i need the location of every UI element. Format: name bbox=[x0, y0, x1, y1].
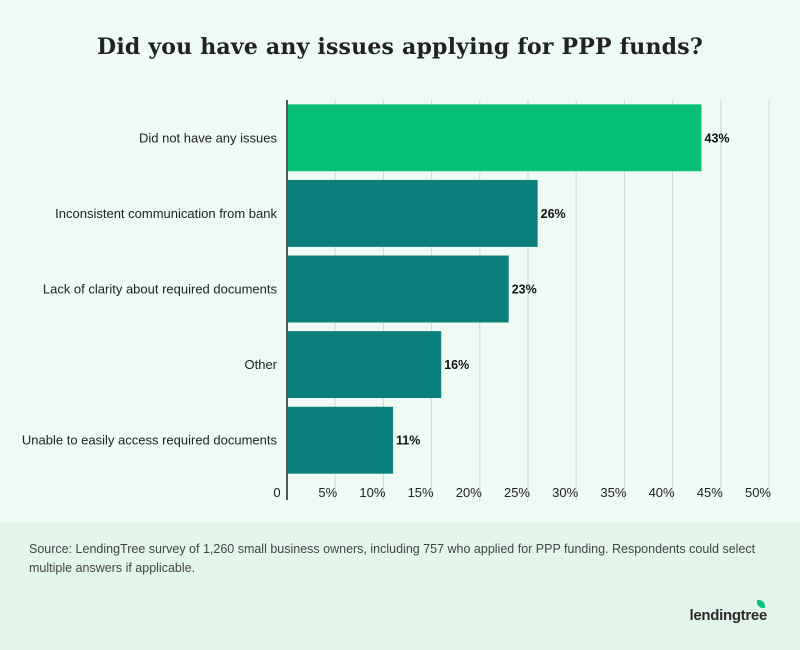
bar-value-label: 23% bbox=[512, 283, 537, 297]
lendingtree-leaf-icon bbox=[757, 600, 765, 608]
bar-value-label: 11% bbox=[396, 434, 420, 448]
x-tick-label: 20% bbox=[456, 485, 482, 500]
chart-title: Did you have any issues applying for PPP… bbox=[97, 34, 703, 60]
category-label: Other bbox=[244, 357, 277, 372]
x-tick-label: 30% bbox=[552, 485, 578, 500]
bar bbox=[288, 331, 442, 399]
lendingtree-logo: lendingtree bbox=[689, 607, 767, 624]
footer-band bbox=[0, 523, 800, 650]
category-label: Did not have any issues bbox=[139, 130, 278, 145]
category-label: Inconsistent communication from bank bbox=[55, 206, 277, 221]
bar-value-label: 16% bbox=[444, 358, 469, 372]
source-note: Source: LendingTree survey of 1,260 smal… bbox=[29, 542, 756, 575]
category-label: Unable to easily access required documen… bbox=[22, 433, 278, 448]
bar-value-label: 26% bbox=[541, 207, 566, 221]
category-label: Lack of clarity about required documents bbox=[43, 282, 278, 297]
bar-chart: 0 5% 10% 15% 20% 25% 30% 35% 40% 45% 50% 43% Did not… bbox=[22, 100, 771, 500]
x-tick-label: 40% bbox=[649, 485, 675, 500]
x-tick-label: 5% bbox=[318, 485, 337, 500]
x-tick-label: 10% bbox=[359, 485, 385, 500]
x-tick-label: 0 bbox=[273, 485, 280, 500]
x-tick-label: 35% bbox=[600, 485, 626, 500]
bar bbox=[288, 179, 538, 247]
x-tick-label: 25% bbox=[504, 485, 530, 500]
bar-value-label: 43% bbox=[705, 131, 730, 145]
x-tick-label: 15% bbox=[408, 485, 434, 500]
bar bbox=[288, 255, 509, 323]
x-tick-label: 50% bbox=[745, 485, 771, 500]
x-tick-label: 45% bbox=[697, 485, 723, 500]
bar bbox=[288, 406, 394, 474]
bar bbox=[288, 104, 702, 172]
